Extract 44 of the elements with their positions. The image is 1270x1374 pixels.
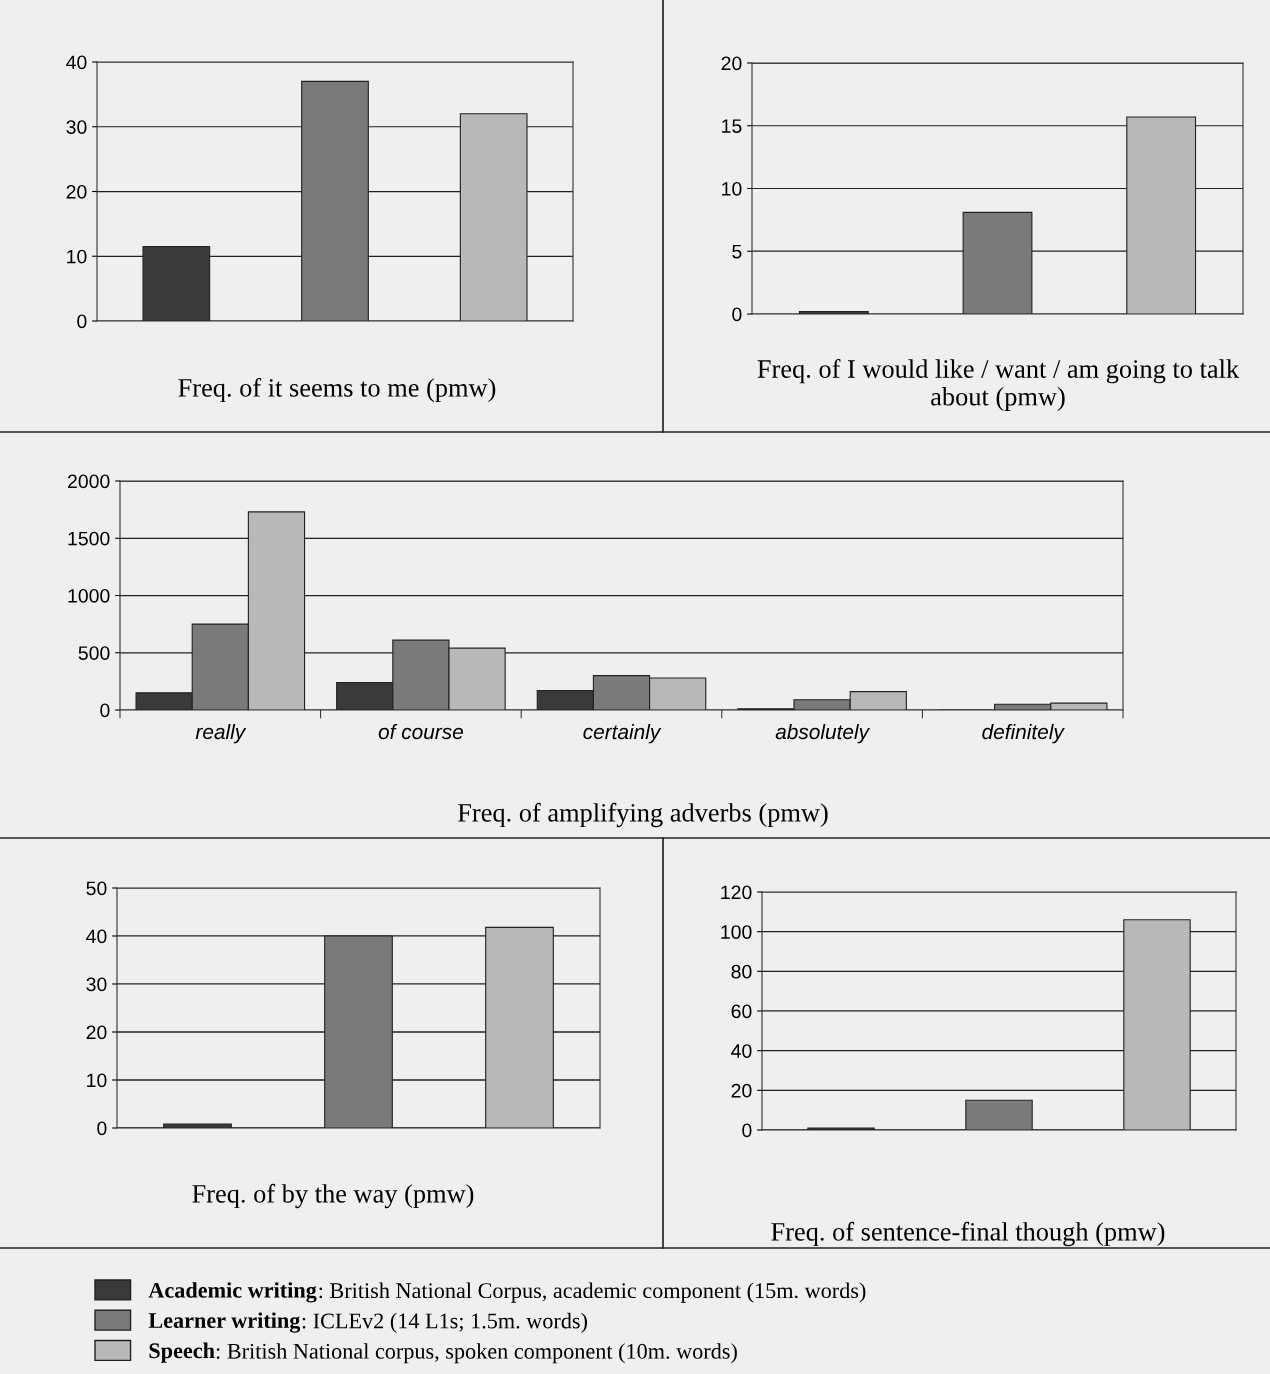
legend-label: Speech [149,1342,215,1363]
x-axis-title: Freq. of by the way (pmw) [192,1183,474,1209]
y-tick-label: 20 [66,184,87,199]
x-tick-label: definitely [982,723,1065,744]
x-axis-title: Freq. of sentence-final though (pmw) [771,1221,1165,1247]
y-tick-label: 1500 [68,531,110,546]
y-tick-label: 0 [732,307,742,322]
y-tick-label: 2000 [68,474,110,489]
x-tick-label: certainly [583,723,662,744]
text: : British National Corpus, academic component (15m. words) [319,1282,866,1303]
y-tick-label: 20 [86,1025,107,1040]
x-tick-label: really [195,723,247,744]
y-tick-label: 1000 [68,588,110,603]
legend-label: Academic writing [148,1282,317,1303]
y-tick-label: 100 [721,925,752,939]
y-tick-label: 50 [86,881,107,896]
y-tick-label: 500 [78,646,110,660]
y-tick-label: 80 [731,964,752,979]
y-tick-label: 40 [66,55,87,70]
y-tick-label: 20 [731,1083,752,1098]
y-tick-label: 10 [67,249,87,264]
y-tick-label: 0 [77,314,87,329]
x-axis-title: Freq. of I would like / want / am going to talk about (pmw) [757,359,1240,411]
x-tick-label: of course [378,723,463,740]
y-tick-label: 5 [732,244,742,259]
text: : ICLEv2 (14 L1s; 1.5m. words) [302,1312,587,1333]
legend-label: Learner writing [148,1312,301,1333]
y-tick-label: 10 [87,1073,107,1088]
x-tick-label: absolutely [775,723,871,744]
y-tick-label: 30 [86,977,107,992]
x-axis-title: Freq. of amplifying adverbs (pmw) [457,802,828,828]
y-tick-label: 0 [97,1121,107,1136]
y-tick-label: 0 [742,1123,752,1138]
y-tick-label: 20 [721,56,742,71]
y-tick-label: 60 [731,1004,752,1019]
y-tick-label: 40 [86,929,107,944]
y-tick-label: 30 [66,120,87,134]
y-tick-label: 15 [722,119,742,133]
x-axis-title: Freq. of it seems to me (pmw) [178,377,496,403]
y-tick-label: 40 [731,1044,752,1058]
y-tick-label: 120 [721,885,752,900]
text: : British National corpus, spoken component (10m. words) [216,1343,737,1364]
y-tick-label: 10 [722,181,742,196]
y-tick-label: 0 [100,703,110,718]
